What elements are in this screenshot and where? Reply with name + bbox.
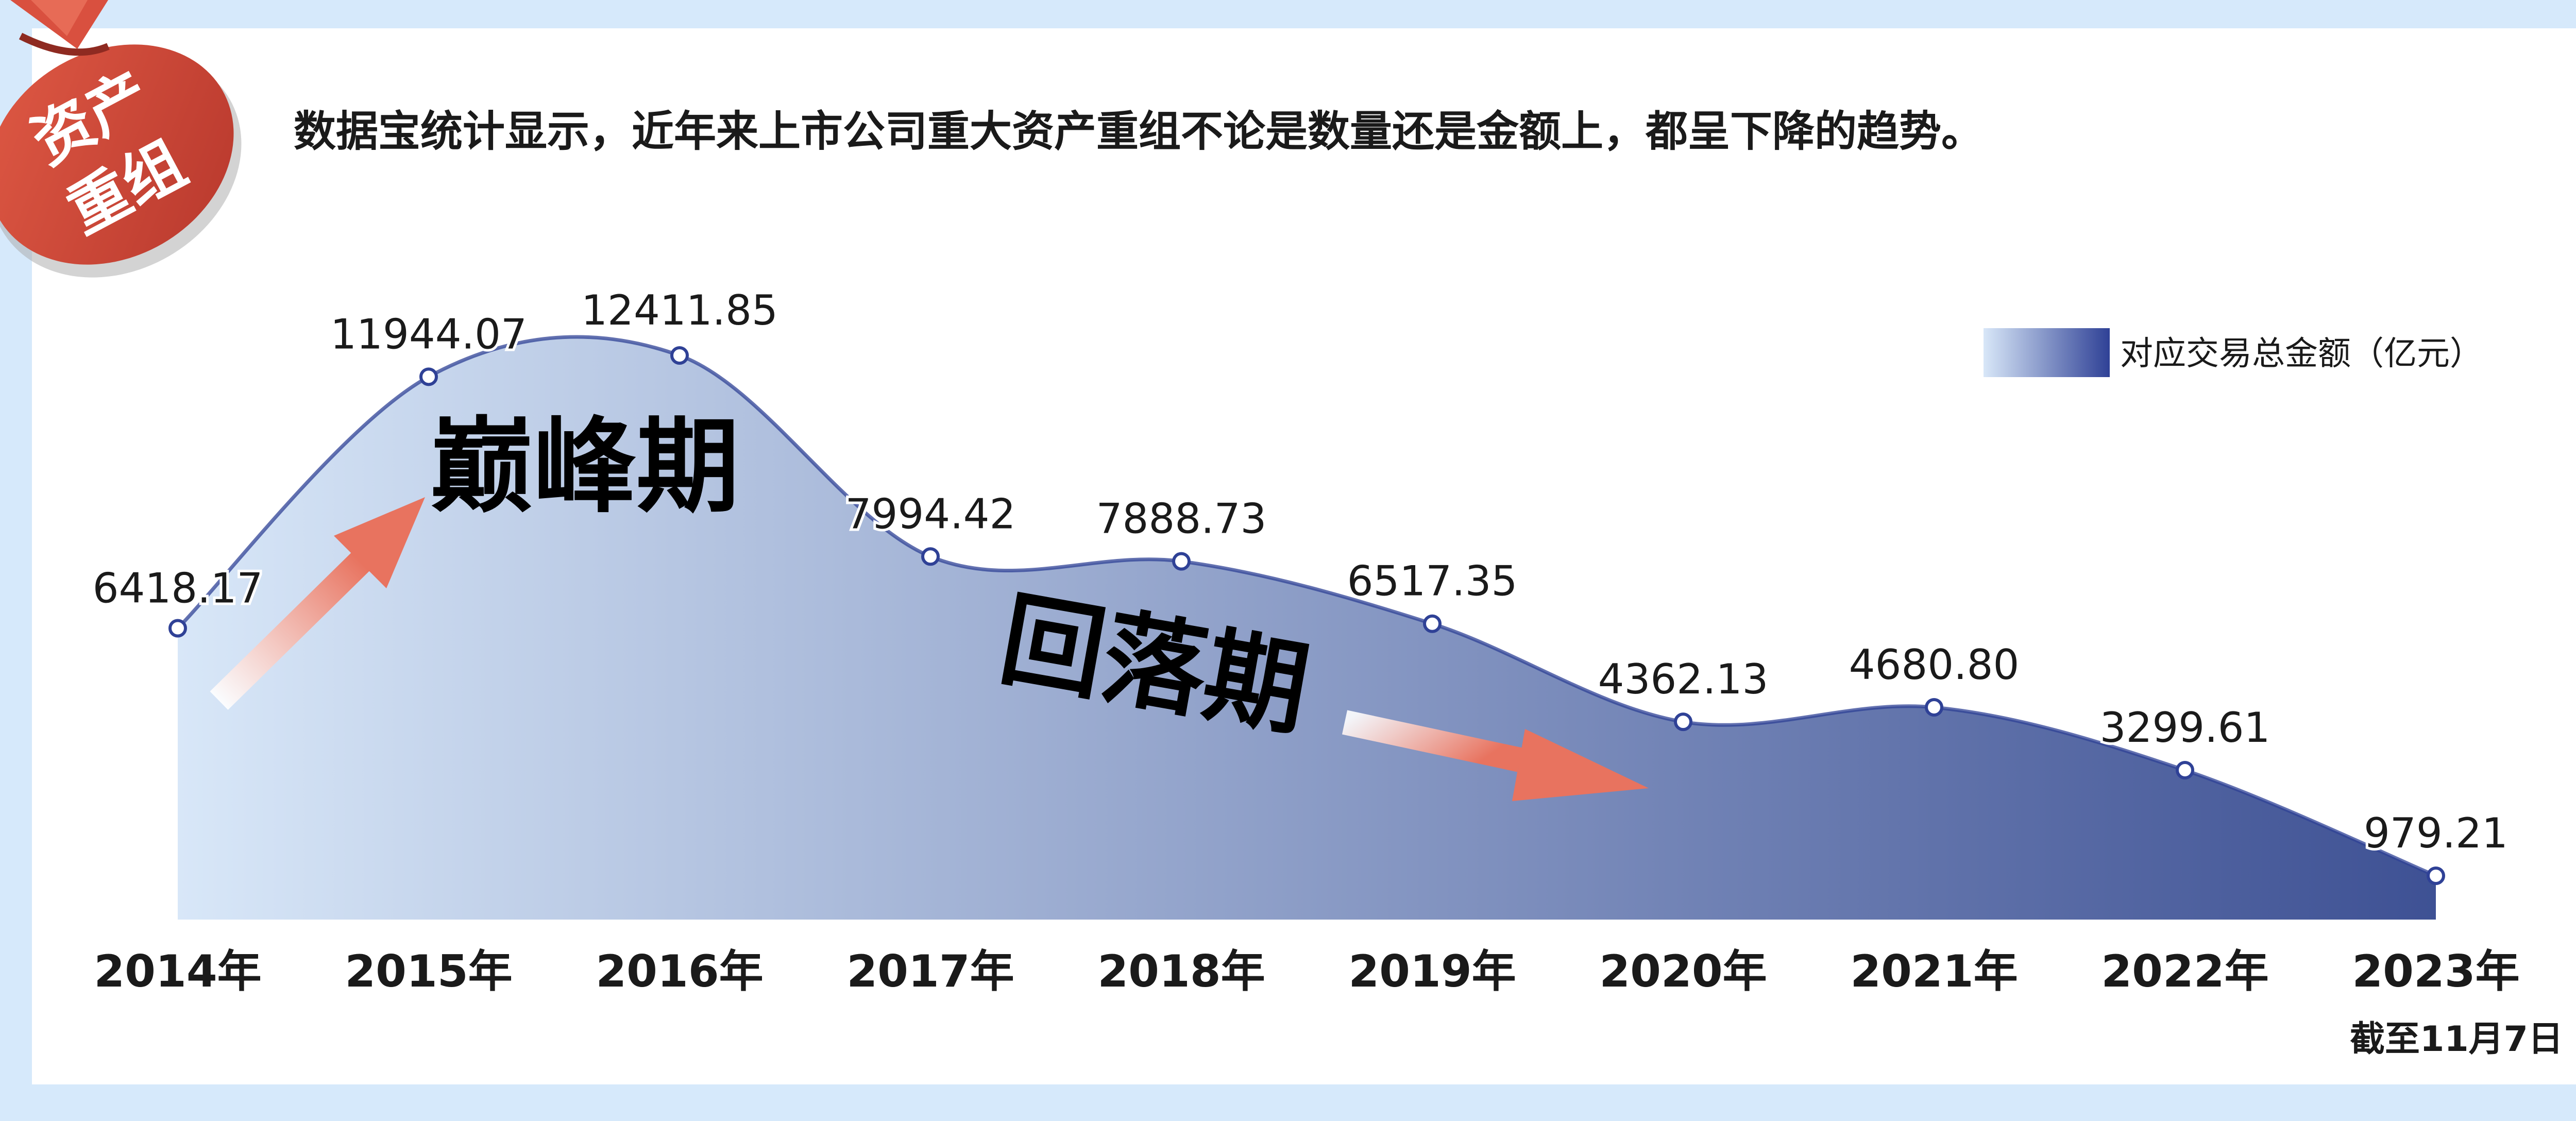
data-point xyxy=(921,547,940,566)
data-point xyxy=(168,619,187,638)
data-point xyxy=(1925,698,1943,717)
data-label: 11944.07 xyxy=(330,310,527,358)
data-label: 7994.42 xyxy=(845,490,1016,538)
badge-bag-icon: 资产 重组 xyxy=(0,0,242,278)
x-tick-label: 2017年 xyxy=(846,946,1014,997)
footnote: 截至11月7日 xyxy=(2350,1019,2563,1060)
x-tick-label: 2022年 xyxy=(2101,946,2268,997)
data-label: 7888.73 xyxy=(1096,495,1267,543)
data-label: 12411.85 xyxy=(581,286,778,334)
data-points xyxy=(168,346,2445,885)
data-label: 6418.17 xyxy=(93,565,263,613)
x-tick-label: 2020年 xyxy=(1599,946,1767,997)
x-axis-ticks: 2014年 2015年 2016年 2017年 2018年 2019年 2020年 2021年… xyxy=(94,946,2519,997)
x-tick-label: 2021年 xyxy=(1850,946,2018,997)
annotation-peak: 巅峰期 xyxy=(430,407,739,527)
data-point xyxy=(2427,867,2445,885)
data-point xyxy=(1674,712,1692,732)
series-area xyxy=(178,336,2436,920)
data-point xyxy=(2176,761,2194,780)
data-point xyxy=(1423,614,1442,633)
legend: 对应交易总金额（亿元） xyxy=(1984,328,2483,377)
x-tick-label: 2023年 xyxy=(2352,946,2519,997)
x-tick-label: 2015年 xyxy=(345,946,512,997)
fall-arrow-icon xyxy=(1342,710,1649,801)
data-labels: 6418.17 11944.07 12411.85 7994.42 7888.73 651… xyxy=(90,284,2511,860)
legend-label: 对应交易总金额（亿元） xyxy=(2120,335,2483,373)
data-label: 3299.61 xyxy=(2100,704,2270,752)
series-line xyxy=(176,335,2437,878)
data-label: 979.21 xyxy=(2364,809,2508,857)
x-tick-label: 2018年 xyxy=(1097,946,1265,997)
x-tick-label: 2019年 xyxy=(1348,946,1516,997)
legend-swatch xyxy=(1984,328,2110,377)
data-point xyxy=(670,346,689,365)
data-point xyxy=(419,367,438,386)
data-point xyxy=(1172,552,1191,571)
data-label: 6517.35 xyxy=(1347,557,1518,605)
data-label: 4680.80 xyxy=(1849,641,2020,689)
rise-arrow-icon xyxy=(210,497,425,710)
data-label: 4362.13 xyxy=(1598,655,1769,703)
x-tick-label: 2016年 xyxy=(596,946,763,997)
headline: 数据宝统计显示，近年来上市公司重大资产重组不论是数量还是金额上，都呈下降的趋势。 xyxy=(294,107,1984,156)
x-tick-label: 2014年 xyxy=(94,946,261,997)
